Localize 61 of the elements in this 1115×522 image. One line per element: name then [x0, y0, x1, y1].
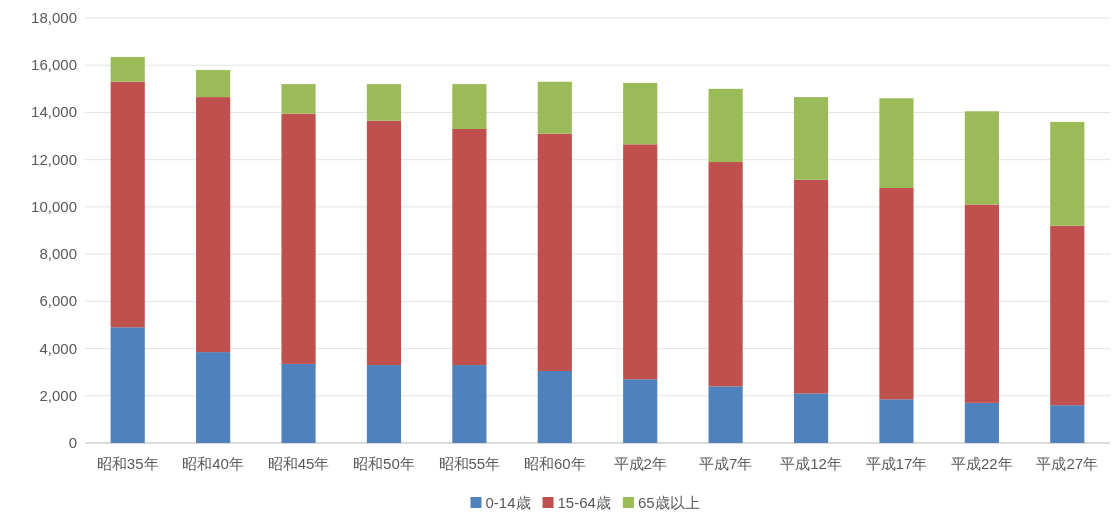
x-tick-label: 昭和40年 — [182, 455, 244, 472]
bar — [793, 179, 829, 394]
x-tick-label: 昭和35年 — [96, 455, 159, 472]
bar — [196, 69, 231, 98]
bar — [196, 97, 231, 353]
x-tick-label: 平成12年 — [780, 455, 842, 472]
bar — [879, 399, 914, 443]
bar — [879, 188, 914, 400]
x-tick-label: 昭和45年 — [267, 455, 330, 472]
legend-label: 65歳以上 — [637, 494, 700, 511]
bar — [793, 97, 829, 180]
bar — [708, 386, 743, 443]
x-tick-label: 昭和55年 — [438, 455, 501, 472]
x-tick-label: 平成22年 — [951, 455, 1013, 472]
y-tick-label: 6,000 — [39, 292, 77, 310]
x-tick-label: 平成17年 — [865, 455, 928, 472]
bar — [1050, 225, 1085, 406]
bar — [537, 370, 572, 443]
bar — [708, 88, 743, 163]
bar — [452, 84, 487, 129]
y-tick-label: 10,000 — [31, 197, 77, 215]
bar — [281, 84, 316, 114]
bar — [110, 327, 145, 443]
bar — [281, 113, 316, 364]
y-tick-label: 0 — [68, 434, 77, 451]
bar — [964, 204, 999, 403]
bar — [623, 379, 658, 443]
bar — [623, 144, 658, 380]
bar — [366, 120, 402, 366]
legend-label: 0-14歳 — [485, 494, 531, 511]
bar — [964, 402, 999, 443]
x-tick-label: 平成27年 — [1036, 455, 1099, 472]
bar — [537, 81, 572, 134]
y-tick-label: 12,000 — [31, 150, 77, 168]
bar — [281, 363, 316, 443]
bar — [196, 352, 231, 443]
y-tick-label: 16,000 — [31, 56, 77, 74]
bar — [110, 81, 145, 328]
y-tick-label: 2,000 — [39, 386, 77, 404]
bar — [452, 365, 487, 443]
x-tick-label: 昭和50年 — [353, 455, 415, 472]
legend-label: 15-64歳 — [557, 494, 611, 511]
x-tick-label: 平成2年 — [613, 455, 667, 472]
y-tick-label: 14,000 — [31, 103, 77, 121]
bar — [366, 365, 402, 443]
bar — [879, 98, 914, 188]
bar — [793, 393, 829, 443]
y-tick-label: 8,000 — [39, 245, 77, 263]
bar — [366, 84, 402, 121]
x-tick-label: 平成7年 — [698, 455, 753, 472]
bar — [452, 128, 487, 366]
y-tick-label: 18,000 — [31, 9, 77, 26]
bar — [110, 56, 145, 82]
bar — [1050, 121, 1085, 226]
bar — [623, 82, 658, 145]
bar — [1050, 405, 1085, 443]
bar — [537, 133, 572, 371]
bar — [708, 162, 743, 387]
bar — [964, 111, 999, 205]
y-tick-label: 4,000 — [39, 339, 77, 357]
x-tick-label: 昭和60年 — [523, 455, 586, 472]
